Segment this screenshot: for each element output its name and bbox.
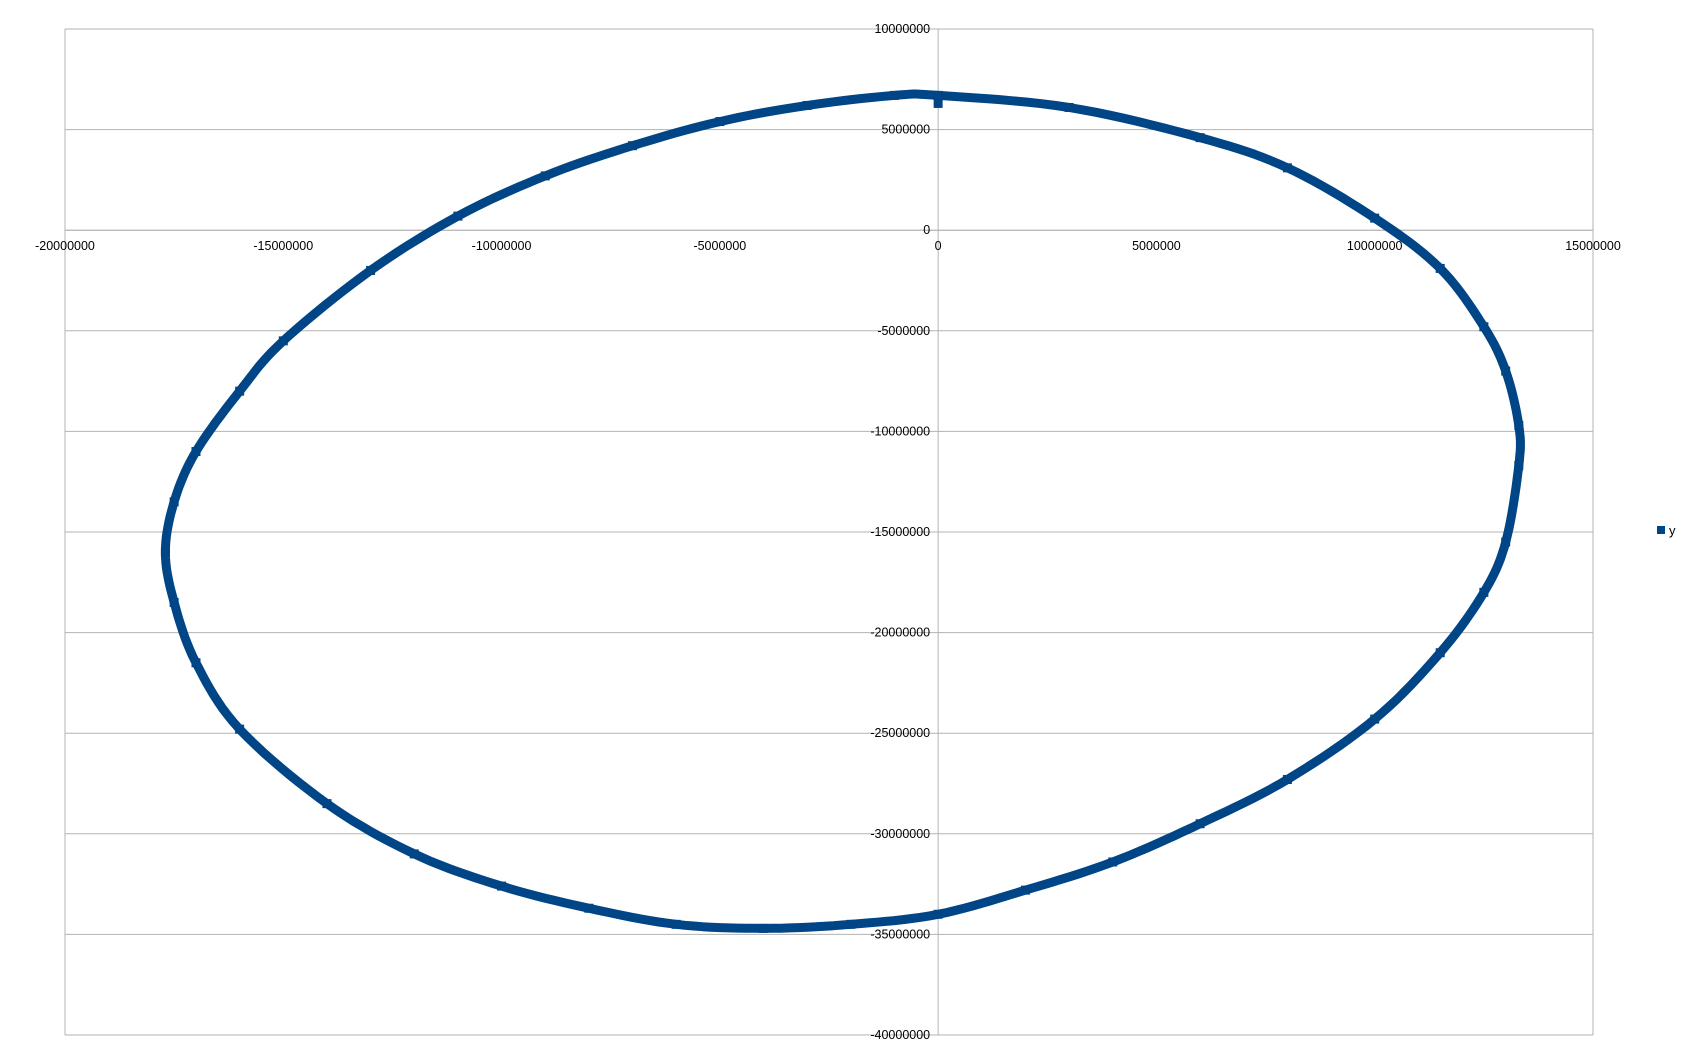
x-tick-label: -10000000 (472, 239, 532, 253)
data-point (715, 117, 725, 127)
y-tick-label: 5000000 (881, 123, 930, 137)
data-point (1514, 461, 1524, 471)
data-point (933, 909, 943, 919)
y-tick-label: 0 (923, 223, 930, 237)
data-point (628, 141, 638, 151)
y-tick-label: -20000000 (870, 626, 930, 640)
x-tick-label: 15000000 (1565, 239, 1621, 253)
legend-swatch (1657, 526, 1665, 534)
legend-label: y (1669, 523, 1676, 538)
y-tick-label: -15000000 (870, 525, 930, 539)
data-point (497, 881, 507, 891)
data-point (1479, 322, 1489, 332)
data-point (1370, 213, 1380, 223)
data-point (235, 724, 245, 734)
x-tick-label: 0 (935, 239, 942, 253)
data-point (1195, 133, 1205, 143)
series-y-path (160, 89, 1525, 933)
data-point (1501, 537, 1511, 547)
y-tick-label: -5000000 (877, 324, 930, 338)
data-point (1514, 420, 1524, 430)
data-point (1370, 714, 1380, 724)
x-tick-label: 10000000 (1347, 239, 1403, 253)
x-tick-label: -20000000 (35, 239, 95, 253)
data-point (1479, 587, 1489, 597)
series-y (160, 89, 1525, 933)
x-tick-label: 5000000 (1132, 239, 1181, 253)
x-tick-label: -15000000 (253, 239, 313, 253)
axes (65, 29, 1593, 1035)
data-point (1064, 102, 1074, 112)
data-point (1435, 648, 1445, 658)
data-point (1108, 857, 1118, 867)
data-point (1282, 774, 1292, 784)
data-point (1020, 885, 1030, 895)
y-tick-label: -10000000 (870, 424, 930, 438)
data-point (1282, 163, 1292, 173)
data-point (933, 98, 943, 108)
data-point (933, 90, 943, 100)
data-point (584, 903, 594, 913)
data-point (235, 386, 245, 396)
data-point (169, 597, 179, 607)
x-tick-label: -5000000 (693, 239, 746, 253)
data-point (759, 923, 769, 933)
y-tick-label: 10000000 (875, 22, 931, 36)
y-axis-ticks: 10000000 5000000 0 -5000000 -10000000 -150000… (870, 22, 930, 1042)
y-tick-label: -25000000 (870, 726, 930, 740)
data-point (278, 336, 288, 346)
data-point (1501, 366, 1511, 376)
x-axis-ticks: -20000000 -15000000 -10000000 -5000000 0 5000… (35, 239, 1621, 253)
data-point (191, 658, 201, 668)
data-point (540, 171, 550, 181)
data-point (1435, 263, 1445, 273)
y-tick-label: -30000000 (870, 827, 930, 841)
data-point (802, 100, 812, 110)
data-point (322, 799, 332, 809)
data-point (169, 497, 179, 507)
data-point (846, 919, 856, 929)
data-point (1195, 819, 1205, 829)
data-point (191, 447, 201, 457)
y-tick-label: -35000000 (870, 927, 930, 941)
data-point (889, 90, 899, 100)
data-point (366, 265, 376, 275)
y-tick-label: -40000000 (870, 1028, 930, 1042)
data-point (409, 849, 419, 859)
legend: y (1657, 523, 1676, 538)
data-point (671, 919, 681, 929)
gridlines (65, 28, 1593, 1036)
data-point (160, 547, 170, 557)
data-point (453, 211, 463, 221)
